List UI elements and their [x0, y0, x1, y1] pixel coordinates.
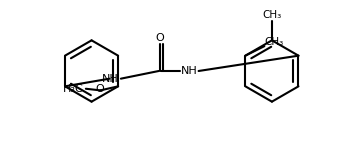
Text: O: O [155, 33, 164, 43]
Text: CH₃: CH₃ [262, 10, 281, 20]
Text: H₃C: H₃C [63, 84, 84, 94]
Text: NH: NH [181, 66, 198, 76]
Text: CH₃: CH₃ [264, 37, 284, 47]
Text: O: O [95, 84, 104, 94]
Text: NH: NH [102, 74, 119, 84]
